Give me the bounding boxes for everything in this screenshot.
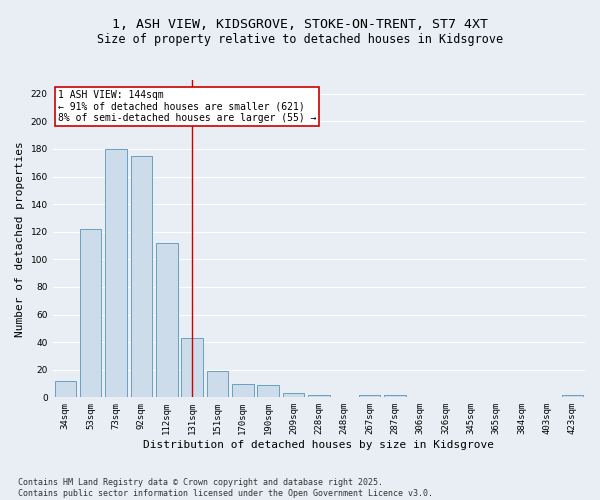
- Bar: [359, 394, 380, 398]
- Bar: [131, 156, 152, 398]
- Bar: [206, 371, 228, 398]
- Bar: [232, 384, 254, 398]
- Bar: [283, 393, 304, 398]
- Bar: [308, 394, 329, 398]
- Text: 1 ASH VIEW: 144sqm
← 91% of detached houses are smaller (621)
8% of semi-detache: 1 ASH VIEW: 144sqm ← 91% of detached hou…: [58, 90, 316, 122]
- Bar: [181, 338, 203, 398]
- Bar: [80, 229, 101, 398]
- X-axis label: Distribution of detached houses by size in Kidsgrove: Distribution of detached houses by size …: [143, 440, 494, 450]
- Y-axis label: Number of detached properties: Number of detached properties: [15, 141, 25, 336]
- Bar: [384, 394, 406, 398]
- Text: 1, ASH VIEW, KIDSGROVE, STOKE-ON-TRENT, ST7 4XT: 1, ASH VIEW, KIDSGROVE, STOKE-ON-TRENT, …: [112, 18, 488, 30]
- Text: Contains HM Land Registry data © Crown copyright and database right 2025.
Contai: Contains HM Land Registry data © Crown c…: [18, 478, 433, 498]
- Bar: [257, 385, 279, 398]
- Bar: [562, 394, 583, 398]
- Bar: [156, 243, 178, 398]
- Bar: [55, 381, 76, 398]
- Bar: [105, 149, 127, 398]
- Text: Size of property relative to detached houses in Kidsgrove: Size of property relative to detached ho…: [97, 32, 503, 46]
